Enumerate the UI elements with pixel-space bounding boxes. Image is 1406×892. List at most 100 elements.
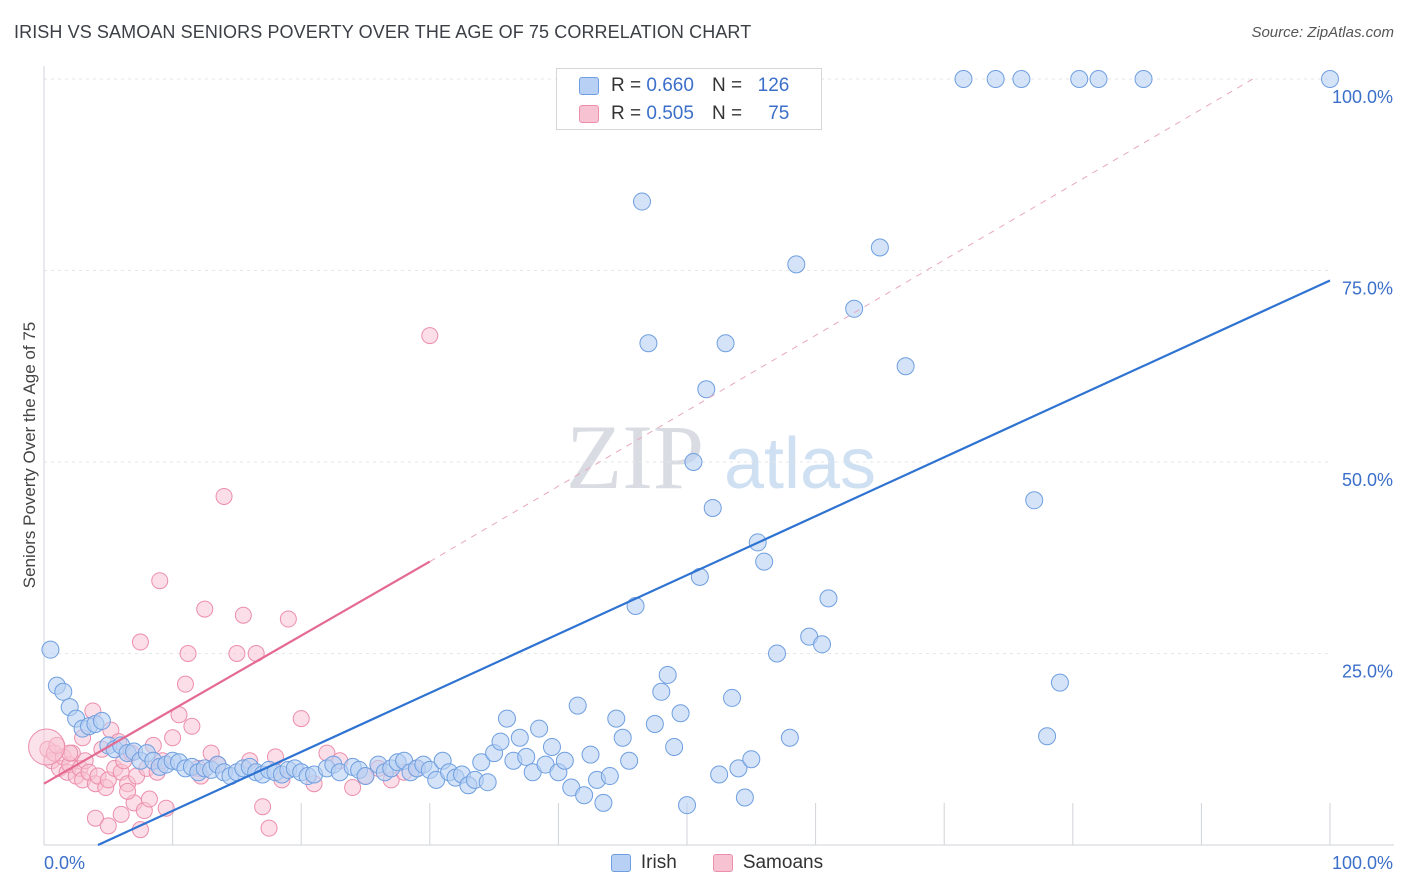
irish-point-108 xyxy=(755,552,774,571)
x-tick-label-min: 0.0% xyxy=(44,853,85,873)
irish-point-91 xyxy=(645,714,664,733)
samoan-point-31 xyxy=(140,790,158,808)
irish-point-126 xyxy=(1134,70,1153,88)
irish-point-64 xyxy=(472,753,491,772)
source-label: Source: ZipAtlas.com xyxy=(1251,24,1394,41)
trend-lines xyxy=(43,78,1331,847)
samoan-point-53 xyxy=(260,819,278,837)
irish-point-81 xyxy=(581,745,600,764)
samoan-trend-extension xyxy=(429,78,1254,563)
irish-point-77 xyxy=(555,751,574,770)
samoan-point-39 xyxy=(176,675,194,693)
irish-point-95 xyxy=(671,704,690,723)
irish-point-47 xyxy=(356,767,375,786)
x-tick-label-max: 100.0% xyxy=(1332,853,1393,873)
irish-point-120 xyxy=(1012,70,1031,88)
irish-point-80 xyxy=(575,786,594,805)
irish-point-73 xyxy=(530,719,549,738)
irish-point-122 xyxy=(1038,727,1057,746)
irish-point-115 xyxy=(845,299,864,318)
watermark: ZIP atlas xyxy=(566,406,876,508)
irish-point-109 xyxy=(768,644,787,663)
irish-point-87 xyxy=(620,751,639,770)
irish-point-68 xyxy=(497,709,516,728)
irish-point-118 xyxy=(954,70,973,88)
irish-point-101 xyxy=(710,765,729,784)
irish-point-90 xyxy=(639,334,658,353)
irish-point-104 xyxy=(729,759,748,778)
irish-point-89 xyxy=(632,192,651,211)
irish-point-97 xyxy=(684,453,703,471)
y-tick-label-25: 25.0% xyxy=(1342,662,1393,682)
samoan-point-34 xyxy=(151,572,169,590)
samoan-point-47 xyxy=(215,487,233,505)
irish-point-0 xyxy=(41,640,60,659)
irish-point-94 xyxy=(665,737,684,756)
irish-point-92 xyxy=(652,682,671,701)
watermark-zip: ZIP xyxy=(566,406,704,508)
irish-legend-label: Irish xyxy=(640,852,677,873)
irish-point-96 xyxy=(678,796,696,815)
irish-point-113 xyxy=(813,635,832,654)
irish-point-121 xyxy=(1025,491,1044,510)
irish-point-103 xyxy=(723,688,742,707)
irish-point-105 xyxy=(735,788,754,807)
irish-n-value: 126 xyxy=(757,75,790,96)
samoans-legend-swatch xyxy=(712,854,733,872)
samoan-r-value: 0.505 xyxy=(646,103,694,124)
axes xyxy=(43,66,1394,846)
irish-point-67 xyxy=(491,732,510,751)
irish-point-106 xyxy=(742,750,761,769)
irish-swatch xyxy=(579,77,599,95)
samoan-point-61 xyxy=(344,779,362,797)
samoan-point-44 xyxy=(196,600,214,618)
legend-item-irish: Irish xyxy=(610,852,677,874)
irish-point-8 xyxy=(92,711,111,730)
irish-point-102 xyxy=(716,334,735,353)
samoan-point-56 xyxy=(279,610,297,628)
irish-point-83 xyxy=(594,793,613,812)
irish-point-124 xyxy=(1070,70,1089,88)
samoan-point-41 xyxy=(183,717,201,735)
y-tick-label-100: 100.0% xyxy=(1332,87,1393,107)
samoan-point-49 xyxy=(234,606,252,624)
irish-point-71 xyxy=(517,747,536,766)
samoan-point-40 xyxy=(179,645,197,662)
irish-point-70 xyxy=(510,728,529,747)
irish-point-100 xyxy=(703,498,722,517)
gridlines xyxy=(44,78,1330,654)
samoan-n-value: 75 xyxy=(768,103,790,124)
samoan-point-57 xyxy=(292,710,310,728)
samoan-point-large xyxy=(28,728,66,766)
y-tick-label-50: 50.0% xyxy=(1342,470,1393,490)
irish-trend-line xyxy=(97,279,1331,847)
samoan-r-label: R = xyxy=(611,103,642,124)
series-legend: Irish Samoans xyxy=(14,852,1406,874)
watermark-atlas: atlas xyxy=(724,424,876,504)
irish-r-label: R = xyxy=(611,75,642,96)
samoan-point-52 xyxy=(254,798,272,816)
irish-point-125 xyxy=(1089,70,1108,88)
samoan-point-67 xyxy=(421,327,439,345)
samoan-point-28 xyxy=(131,633,149,651)
irish-point-85 xyxy=(607,709,626,728)
samoan-n-label: N = xyxy=(711,103,743,124)
samoan-point-72 xyxy=(112,805,130,823)
samoans-legend-label: Samoans xyxy=(742,852,824,873)
legend-row-irish: R = 0.660 N = 126 xyxy=(579,74,789,98)
irish-point-79 xyxy=(568,696,587,715)
irish-point-2 xyxy=(54,682,73,701)
irish-point-99 xyxy=(697,380,716,399)
irish-point-127 xyxy=(1321,70,1339,88)
irish-point-86 xyxy=(613,728,632,747)
samoan-point-71 xyxy=(99,817,117,835)
legend-item-samoans: Samoans xyxy=(712,852,824,874)
chart-title: IRISH VS SAMOAN SENIORS POVERTY OVER THE… xyxy=(14,22,752,42)
irish-n-label: N = xyxy=(711,75,743,96)
irish-point-88 xyxy=(626,597,645,616)
irish-point-111 xyxy=(787,255,806,274)
samoan-trend-line xyxy=(43,560,431,785)
irish-point-114 xyxy=(819,589,838,608)
irish-point-65 xyxy=(478,773,497,792)
